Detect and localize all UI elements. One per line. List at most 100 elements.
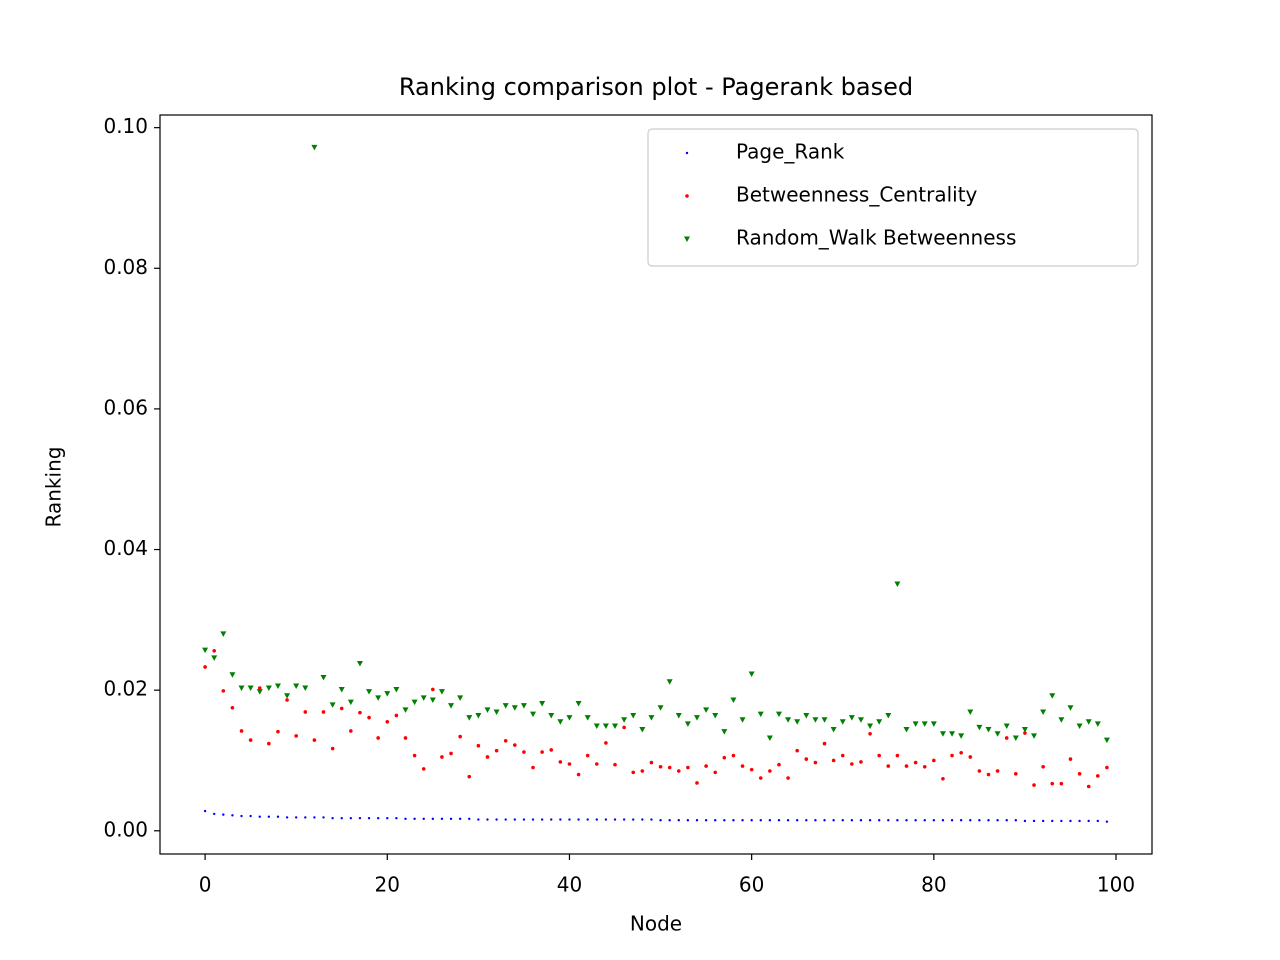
point — [1067, 705, 1074, 711]
point — [1069, 819, 1072, 823]
point — [338, 686, 345, 693]
point — [549, 748, 554, 752]
point — [831, 758, 836, 763]
point — [805, 819, 808, 822]
point — [877, 819, 881, 822]
point — [458, 817, 462, 821]
point — [320, 675, 327, 681]
point — [887, 819, 890, 822]
point — [577, 818, 580, 821]
point — [1059, 781, 1064, 786]
point — [939, 731, 946, 737]
point — [986, 772, 991, 777]
point — [650, 818, 653, 821]
point — [913, 760, 918, 765]
point — [422, 817, 425, 821]
point — [431, 687, 435, 692]
point — [894, 581, 901, 587]
point — [504, 818, 507, 821]
point — [1003, 723, 1010, 730]
point — [513, 743, 517, 747]
point — [467, 774, 472, 779]
point — [258, 815, 261, 818]
point — [339, 706, 344, 711]
point — [502, 703, 509, 709]
point — [1085, 719, 1092, 725]
point — [229, 672, 236, 678]
point — [284, 693, 291, 699]
point — [958, 733, 965, 739]
point — [594, 762, 599, 766]
point — [895, 753, 900, 758]
x-tick-label: 100 — [1097, 873, 1135, 897]
point — [795, 748, 799, 753]
point — [904, 764, 909, 768]
point — [593, 723, 600, 730]
point — [457, 695, 464, 701]
point — [785, 717, 792, 723]
point — [522, 818, 526, 821]
point — [632, 818, 635, 821]
point — [475, 712, 482, 719]
point — [996, 819, 999, 822]
point — [1086, 784, 1091, 789]
point — [1068, 757, 1073, 761]
point — [449, 817, 453, 821]
point — [677, 819, 680, 822]
point — [777, 762, 781, 767]
point — [485, 755, 490, 759]
point — [995, 769, 1000, 773]
point — [458, 734, 462, 739]
point — [438, 689, 445, 695]
point — [848, 715, 855, 721]
point — [896, 819, 899, 822]
point — [921, 721, 928, 727]
point — [659, 819, 662, 822]
y-tick-label: 0.02 — [103, 677, 148, 701]
point — [349, 729, 353, 733]
point — [868, 819, 872, 822]
point — [1076, 723, 1083, 730]
point — [1058, 717, 1065, 723]
point — [704, 819, 708, 822]
point — [531, 765, 535, 770]
point — [221, 689, 226, 693]
point — [602, 723, 609, 730]
point — [840, 753, 845, 758]
point — [949, 731, 956, 737]
point — [649, 760, 654, 765]
point — [403, 736, 408, 740]
point — [822, 741, 827, 746]
plot-frame — [159, 114, 1153, 855]
point — [1032, 783, 1036, 787]
point — [976, 724, 983, 731]
point — [584, 715, 591, 721]
point — [1004, 736, 1009, 740]
point — [211, 655, 218, 661]
point — [395, 816, 398, 820]
point — [468, 817, 471, 821]
point — [622, 725, 626, 730]
point — [794, 719, 801, 725]
point — [347, 699, 354, 706]
point — [1105, 820, 1109, 823]
point — [923, 819, 926, 822]
point — [276, 729, 280, 734]
point — [568, 818, 571, 821]
point — [540, 818, 544, 821]
x-tick-label: 0 — [199, 873, 212, 897]
point — [429, 697, 436, 704]
point — [777, 819, 781, 822]
point — [714, 819, 717, 822]
legend-label: Page_Rank — [736, 140, 845, 164]
point — [393, 686, 400, 693]
point — [686, 765, 690, 770]
point — [749, 767, 754, 772]
point — [1021, 727, 1028, 733]
point — [540, 750, 544, 754]
point — [231, 814, 234, 817]
point — [613, 762, 617, 767]
point — [1041, 819, 1045, 823]
point — [331, 816, 334, 820]
